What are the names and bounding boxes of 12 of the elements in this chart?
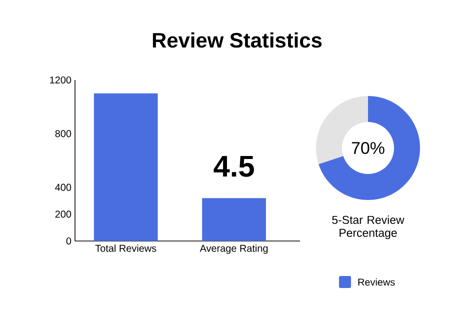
y-tick-label: 800 [55,130,72,138]
legend-label: Reviews [358,278,395,286]
chart-title: Review Statistics [152,32,322,48]
annotation: 4.5 [214,156,254,177]
text: 5-Star Review Percentage [332,216,404,240]
y-tick-label: 1200 [50,76,72,84]
x-tick-label: Average Rating [200,244,268,254]
x-tick-label: Total Reviews [95,244,156,252]
y-tick-label: 400 [55,184,72,191]
y-tick-label: 200 [55,210,72,218]
y-tick-label: 0 [66,237,72,245]
data-label: 70% [352,142,384,154]
